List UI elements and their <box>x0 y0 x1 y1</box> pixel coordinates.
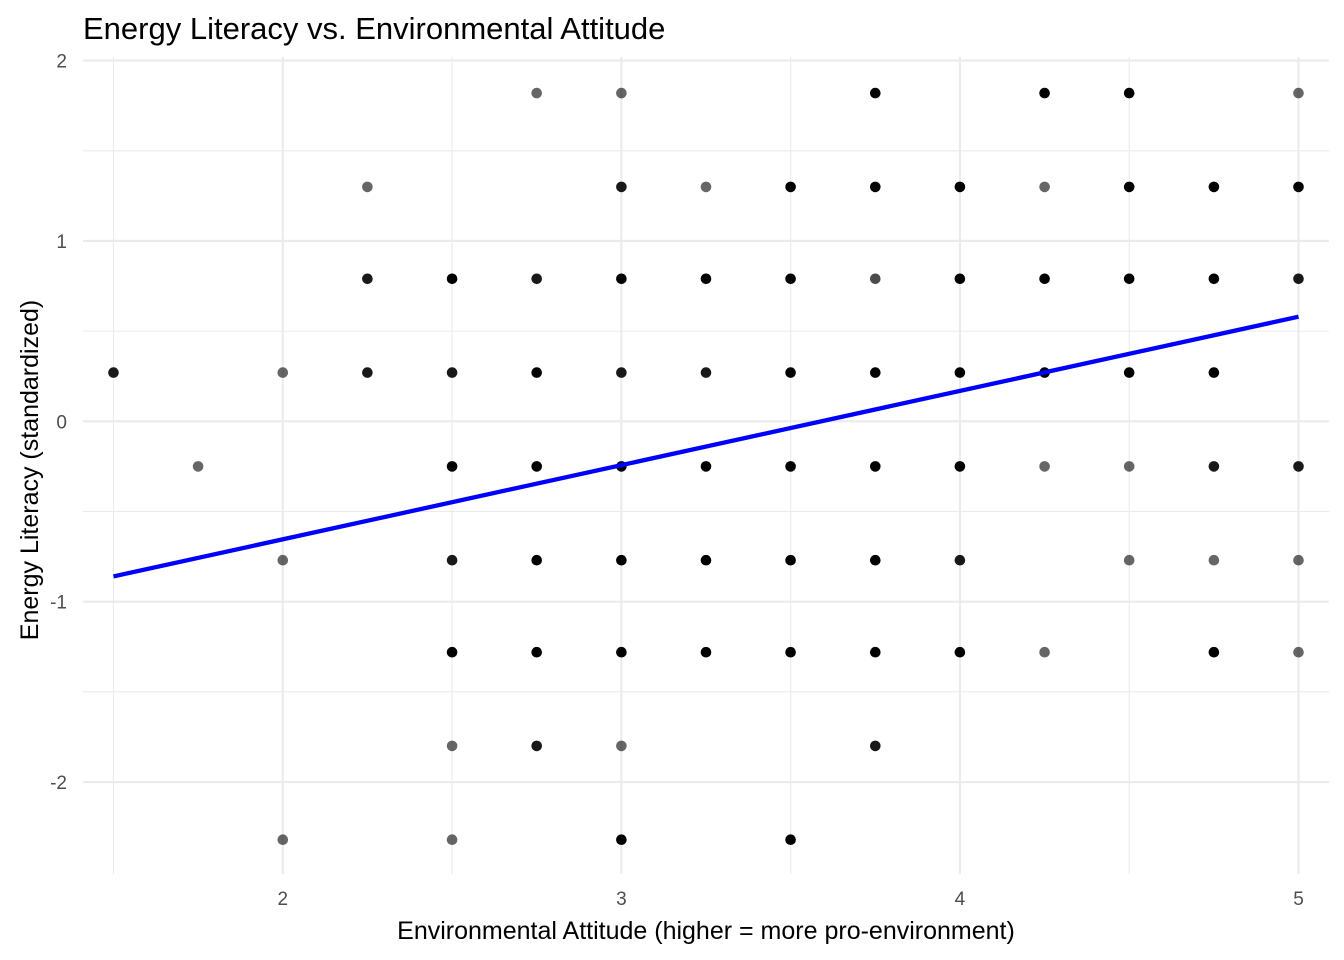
trend-line <box>113 314 1299 579</box>
data-point-16 <box>531 87 542 99</box>
data-point-20 <box>531 554 542 566</box>
data-point-18 <box>531 367 542 378</box>
x-tick-label-3: 3 <box>616 889 627 910</box>
data-point-8 <box>362 367 373 378</box>
data-point-45 <box>870 87 881 99</box>
data-point-15 <box>446 834 458 845</box>
data-point-25 <box>616 273 627 285</box>
data-point-21 <box>531 646 542 658</box>
data-point-4 <box>277 554 289 566</box>
data-point-35 <box>700 461 712 472</box>
x-tick-label-2: 2 <box>277 889 288 910</box>
data-point-71 <box>1208 181 1220 193</box>
data-point-14 <box>446 740 458 752</box>
x-tick-label-5: 5 <box>1293 889 1304 910</box>
data-point-55 <box>954 367 966 378</box>
data-point-3 <box>277 367 289 378</box>
data-point-77 <box>1293 87 1304 99</box>
data-point-74 <box>1208 461 1220 472</box>
data-point-36 <box>700 554 712 566</box>
x-tick-label-4: 4 <box>955 889 966 910</box>
data-point-49 <box>870 461 881 472</box>
data-point-31 <box>616 834 627 845</box>
data-point-30 <box>616 740 627 752</box>
data-point-67 <box>1123 273 1135 285</box>
data-point-63 <box>1039 461 1050 472</box>
y-tick-label-0: 0 <box>56 412 67 433</box>
data-points <box>108 87 1304 845</box>
data-point-12 <box>446 554 458 566</box>
grid-lines <box>83 57 1329 874</box>
data-point-73 <box>1208 367 1220 378</box>
y-axis-ticks: -2 -1 0 1 2 <box>50 52 67 794</box>
data-point-7 <box>362 273 373 285</box>
data-point-10 <box>446 367 458 378</box>
x-axis-title: Environmental Attitude (higher = more pr… <box>397 917 1015 945</box>
data-point-58 <box>954 646 966 658</box>
data-point-82 <box>1293 646 1304 658</box>
data-point-43 <box>785 646 796 658</box>
data-point-19 <box>531 461 542 472</box>
data-point-79 <box>1293 273 1304 285</box>
data-point-13 <box>446 646 458 658</box>
data-point-37 <box>700 646 712 658</box>
data-point-38 <box>785 181 796 193</box>
data-point-80 <box>1293 461 1304 472</box>
data-point-78 <box>1293 181 1304 193</box>
data-point-68 <box>1123 367 1135 378</box>
data-point-54 <box>954 273 966 285</box>
data-point-26 <box>616 367 627 378</box>
data-point-1 <box>108 367 119 378</box>
trend-line-layer <box>113 314 1299 579</box>
data-point-61 <box>1039 273 1050 285</box>
data-point-72 <box>1208 273 1220 285</box>
data-point-65 <box>1123 87 1135 99</box>
data-point-22 <box>531 740 542 752</box>
data-point-39 <box>785 273 796 285</box>
data-point-42 <box>785 554 796 566</box>
data-point-29 <box>616 646 627 658</box>
data-point-53 <box>954 181 966 193</box>
data-point-32 <box>700 181 712 193</box>
data-point-50 <box>870 554 881 566</box>
chart-title: Energy Literacy vs. Environmental Attitu… <box>83 11 665 46</box>
data-point-48 <box>870 367 881 378</box>
data-point-41 <box>785 461 796 472</box>
data-point-17 <box>531 273 542 285</box>
x-axis-ticks: 2 3 4 5 <box>277 889 1303 910</box>
data-point-70 <box>1123 554 1135 566</box>
data-point-66 <box>1123 181 1135 193</box>
data-point-46 <box>870 181 881 193</box>
data-point-59 <box>1039 87 1050 99</box>
data-point-6 <box>362 181 373 193</box>
data-point-24 <box>616 181 627 193</box>
y-tick-label--2: -2 <box>50 773 67 794</box>
data-point-2 <box>192 461 204 472</box>
data-point-56 <box>954 461 966 472</box>
data-point-28 <box>616 554 627 566</box>
data-point-40 <box>785 367 796 378</box>
data-point-5 <box>277 834 289 845</box>
data-point-75 <box>1208 554 1220 566</box>
data-point-76 <box>1208 646 1220 658</box>
data-point-52 <box>870 740 881 752</box>
y-tick-label--1: -1 <box>50 593 67 614</box>
data-point-47 <box>870 273 881 285</box>
data-point-57 <box>954 554 966 566</box>
data-point-60 <box>1039 181 1050 193</box>
y-axis-title: Energy Literacy (standardized) <box>16 300 44 640</box>
data-point-44 <box>785 834 796 845</box>
data-point-11 <box>446 461 458 472</box>
data-point-34 <box>700 367 712 378</box>
data-point-33 <box>700 273 712 285</box>
data-point-23 <box>616 87 627 99</box>
data-point-51 <box>870 646 881 658</box>
y-tick-label-1: 1 <box>56 232 67 253</box>
data-point-9 <box>446 273 458 285</box>
data-point-64 <box>1039 646 1050 658</box>
data-point-69 <box>1123 461 1135 472</box>
data-point-81 <box>1293 554 1304 566</box>
y-tick-label-2: 2 <box>56 52 67 73</box>
